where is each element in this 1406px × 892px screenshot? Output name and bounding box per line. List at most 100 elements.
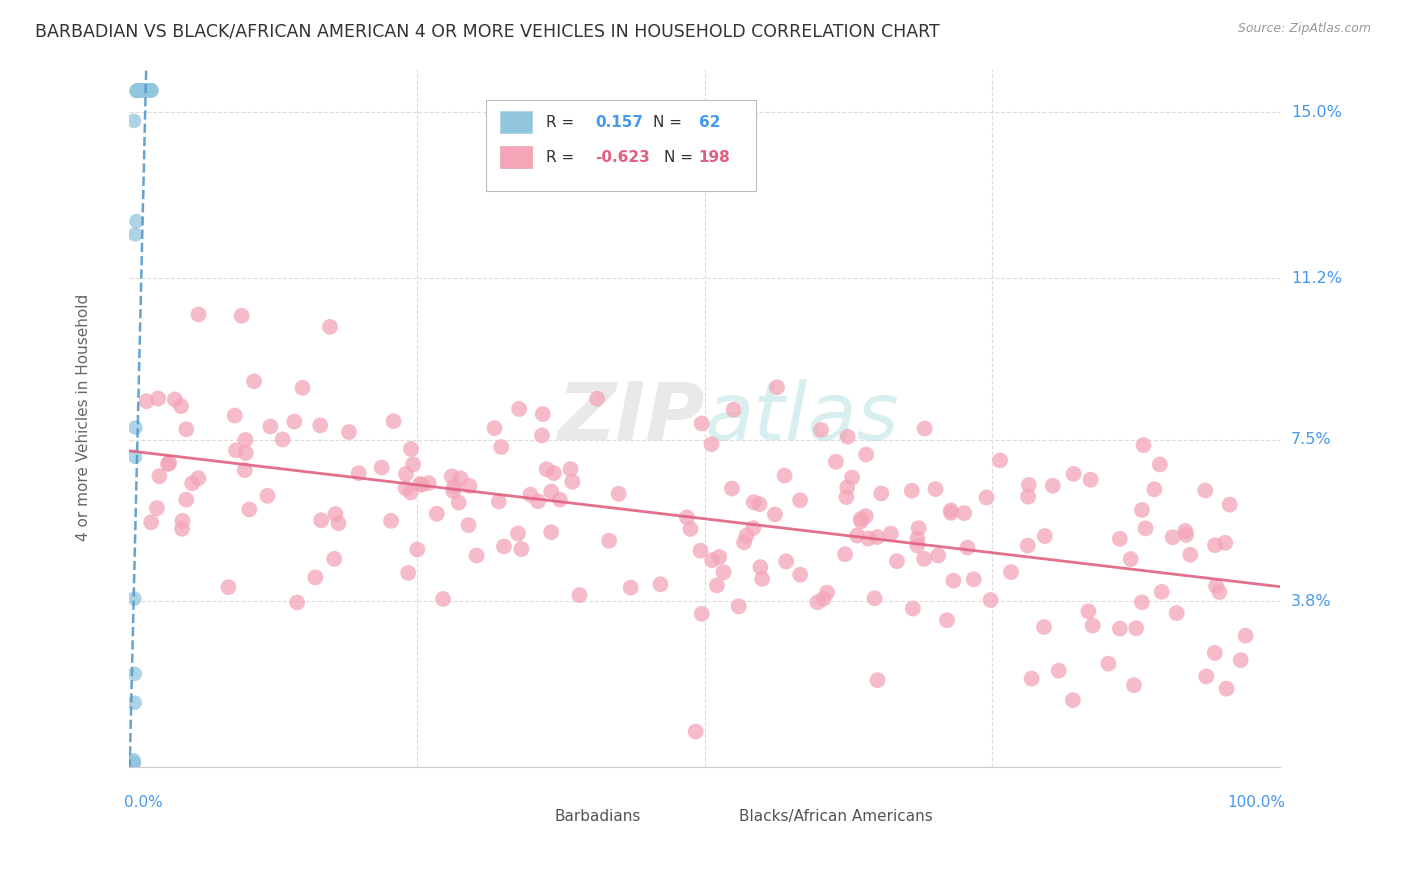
Point xyxy=(1132,438,1154,452)
Point xyxy=(742,495,765,509)
Point xyxy=(953,506,976,520)
Point xyxy=(914,421,936,435)
Point xyxy=(146,392,169,406)
Point xyxy=(170,522,193,536)
Point xyxy=(912,551,935,566)
Point xyxy=(141,83,163,97)
Point xyxy=(231,309,253,323)
Point xyxy=(127,83,149,97)
Point xyxy=(122,756,145,770)
Point xyxy=(706,578,728,592)
Point xyxy=(1125,621,1147,635)
Point xyxy=(291,381,314,395)
Point xyxy=(1204,646,1226,660)
Text: 0.157: 0.157 xyxy=(595,115,643,130)
Point xyxy=(309,513,332,527)
Point xyxy=(858,532,880,546)
Point xyxy=(120,756,142,770)
Point xyxy=(733,535,755,549)
Point xyxy=(834,547,856,561)
Point xyxy=(837,430,859,444)
Point xyxy=(121,756,143,770)
Point xyxy=(187,308,209,322)
Point xyxy=(1195,669,1218,683)
Point xyxy=(337,425,360,439)
Point xyxy=(835,490,858,504)
Point xyxy=(118,756,141,770)
Point xyxy=(380,514,402,528)
Point xyxy=(243,375,266,389)
Point xyxy=(506,526,529,541)
Point xyxy=(139,83,162,97)
Text: 3.8%: 3.8% xyxy=(1291,594,1331,608)
Point xyxy=(120,756,142,770)
Point xyxy=(815,585,838,599)
Point xyxy=(849,512,872,526)
Point xyxy=(866,673,889,688)
Point xyxy=(1213,536,1236,550)
Point xyxy=(849,514,872,528)
Point xyxy=(1219,498,1241,512)
Point xyxy=(458,479,481,493)
Point xyxy=(122,756,145,770)
Point xyxy=(837,480,859,494)
Point xyxy=(163,392,186,407)
Point xyxy=(1215,681,1237,696)
Point xyxy=(1174,524,1197,538)
Point xyxy=(508,401,530,416)
Point xyxy=(963,573,986,587)
Point xyxy=(118,756,141,770)
FancyBboxPatch shape xyxy=(704,809,730,824)
Point xyxy=(484,421,506,435)
Point xyxy=(1166,606,1188,620)
Point xyxy=(607,487,630,501)
Point xyxy=(121,756,143,770)
Point xyxy=(886,554,908,568)
Point xyxy=(325,507,347,521)
Point xyxy=(124,591,146,606)
Point xyxy=(942,574,965,588)
Text: R =: R = xyxy=(546,150,574,165)
Point xyxy=(527,494,550,508)
Point xyxy=(134,83,156,97)
Point xyxy=(181,476,204,491)
Text: BARBADIAN VS BLACK/AFRICAN AMERICAN 4 OR MORE VEHICLES IN HOUSEHOLD CORRELATION : BARBADIAN VS BLACK/AFRICAN AMERICAN 4 OR… xyxy=(35,22,939,40)
Point xyxy=(789,493,811,508)
Text: 62: 62 xyxy=(699,115,720,130)
Point xyxy=(1194,483,1216,498)
Point xyxy=(1063,467,1085,481)
Point xyxy=(170,399,193,413)
Point xyxy=(806,595,828,609)
Point xyxy=(689,543,711,558)
Point xyxy=(409,477,432,491)
Text: N =: N = xyxy=(652,115,682,130)
Point xyxy=(810,423,832,437)
Point xyxy=(907,521,929,535)
Point xyxy=(1047,664,1070,678)
Point xyxy=(1062,693,1084,707)
Point xyxy=(855,509,877,524)
Point xyxy=(139,83,162,97)
Text: ZIP: ZIP xyxy=(557,379,704,457)
Point xyxy=(118,756,141,770)
Point xyxy=(855,448,877,462)
Point xyxy=(128,83,150,97)
Point xyxy=(1108,532,1130,546)
Point xyxy=(1205,579,1227,593)
Point xyxy=(125,84,148,98)
Point xyxy=(510,542,533,557)
Point xyxy=(1097,657,1119,671)
Point xyxy=(328,516,350,531)
Point xyxy=(727,599,749,614)
Point xyxy=(866,530,889,544)
Point xyxy=(118,756,141,770)
Point xyxy=(396,566,419,580)
Point xyxy=(124,420,146,434)
Point xyxy=(465,549,488,563)
Point xyxy=(238,502,260,516)
Point xyxy=(402,458,425,472)
Point xyxy=(1175,528,1198,542)
Point xyxy=(492,540,515,554)
Point xyxy=(399,485,422,500)
Point xyxy=(773,468,796,483)
